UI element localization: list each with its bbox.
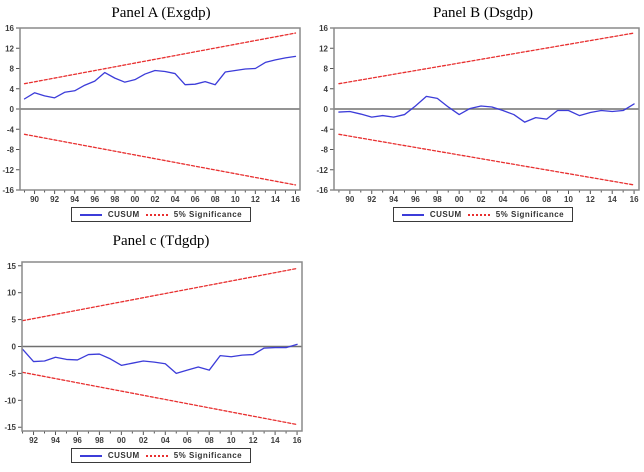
svg-text:-8: -8 xyxy=(321,146,329,155)
svg-text:96: 96 xyxy=(90,195,99,204)
panel-c-legend: CUSUM 5% Significance xyxy=(0,448,322,463)
svg-text:00: 00 xyxy=(117,436,126,445)
svg-text:96: 96 xyxy=(411,195,420,204)
svg-text:-12: -12 xyxy=(316,166,328,175)
svg-text:16: 16 xyxy=(291,195,300,204)
significance-legend-label: 5% Significance xyxy=(173,210,243,219)
cusum-line-icon xyxy=(401,213,424,216)
svg-text:-16: -16 xyxy=(316,186,328,195)
svg-text:4: 4 xyxy=(324,85,329,94)
svg-text:08: 08 xyxy=(211,195,220,204)
legend-box: CUSUM 5% Significance xyxy=(392,207,574,222)
cusum-legend-label: CUSUM xyxy=(107,451,140,460)
svg-text:92: 92 xyxy=(367,195,376,204)
cusum-line-icon xyxy=(79,213,102,216)
panel-a-exgdp: Panel A (Exgdp) 16 12 8 4 0 -4 -8 -12 -16 90 92 94 9… xyxy=(0,0,322,222)
significance-line-icon xyxy=(145,213,168,216)
svg-text:92: 92 xyxy=(29,436,38,445)
svg-text:08: 08 xyxy=(205,436,214,445)
svg-text:10: 10 xyxy=(231,195,240,204)
svg-text:12: 12 xyxy=(586,195,595,204)
svg-text:12: 12 xyxy=(249,436,258,445)
panel-b-dsgdp: Panel B (Dsgdp) 16 12 8 4 0 -4 -8 -12 -16 90 92 94 9… xyxy=(316,0,644,222)
panel-b-title: Panel B (Dsgdp) xyxy=(433,5,533,21)
svg-text:98: 98 xyxy=(95,436,104,445)
panel-c-tdgdp: Panel c (Tdgdp) 15 10 5 0 -5 -10 -15 92 94 96 98 00… xyxy=(0,228,322,463)
svg-text:-16: -16 xyxy=(2,186,14,195)
svg-text:15: 15 xyxy=(7,262,16,271)
panel-c-plot: 15 10 5 0 -5 -10 -15 92 94 96 98 00 02 04 06 08 10 12 14 16 xyxy=(4,261,303,445)
svg-text:10: 10 xyxy=(564,195,573,204)
svg-text:06: 06 xyxy=(520,195,529,204)
svg-text:-4: -4 xyxy=(321,125,329,134)
svg-text:04: 04 xyxy=(171,195,180,204)
svg-text:-15: -15 xyxy=(4,423,16,432)
svg-text:02: 02 xyxy=(477,195,486,204)
svg-text:-5: -5 xyxy=(9,369,17,378)
significance-legend-label: 5% Significance xyxy=(495,210,565,219)
svg-text:94: 94 xyxy=(389,195,398,204)
svg-text:14: 14 xyxy=(271,436,280,445)
svg-text:16: 16 xyxy=(5,24,14,33)
svg-text:06: 06 xyxy=(191,195,200,204)
svg-text:0: 0 xyxy=(324,105,329,114)
legend-box: CUSUM 5% Significance xyxy=(70,207,252,222)
panel-b-legend: CUSUM 5% Significance xyxy=(322,207,644,222)
cusum-legend-label: CUSUM xyxy=(107,210,140,219)
svg-text:12: 12 xyxy=(5,44,14,53)
svg-text:-8: -8 xyxy=(7,146,15,155)
svg-text:00: 00 xyxy=(455,195,464,204)
cusum-legend-label: CUSUM xyxy=(429,210,462,219)
svg-text:4: 4 xyxy=(10,85,15,94)
panel-a-title: Panel A (Exgdp) xyxy=(111,5,211,21)
svg-text:92: 92 xyxy=(50,195,59,204)
significance-line-icon xyxy=(467,213,490,216)
svg-text:-12: -12 xyxy=(2,166,14,175)
panel-a-plot: 16 12 8 4 0 -4 -8 -12 -16 90 92 94 96 98 00 02 04 06 08 10 1… xyxy=(2,24,301,204)
svg-text:16: 16 xyxy=(630,195,639,204)
svg-text:10: 10 xyxy=(7,289,16,298)
svg-text:90: 90 xyxy=(345,195,354,204)
svg-text:00: 00 xyxy=(130,195,139,204)
svg-text:12: 12 xyxy=(251,195,260,204)
svg-text:94: 94 xyxy=(70,195,79,204)
svg-text:96: 96 xyxy=(73,436,82,445)
svg-text:12: 12 xyxy=(319,44,328,53)
panel-a-legend: CUSUM 5% Significance xyxy=(0,207,322,222)
svg-text:8: 8 xyxy=(324,65,329,74)
svg-text:0: 0 xyxy=(10,105,15,114)
svg-text:0: 0 xyxy=(12,343,17,352)
svg-text:04: 04 xyxy=(498,195,507,204)
svg-text:-10: -10 xyxy=(4,396,16,405)
svg-text:02: 02 xyxy=(151,195,160,204)
legend-box: CUSUM 5% Significance xyxy=(70,448,252,463)
svg-text:16: 16 xyxy=(319,24,328,33)
panel-b-plot: 16 12 8 4 0 -4 -8 -12 -16 90 92 94 96 98 00 02 04 06 08 10 1… xyxy=(316,24,640,204)
svg-text:98: 98 xyxy=(110,195,119,204)
svg-text:02: 02 xyxy=(139,436,148,445)
svg-text:08: 08 xyxy=(542,195,551,204)
svg-text:94: 94 xyxy=(51,436,60,445)
svg-text:8: 8 xyxy=(10,65,15,74)
svg-text:-4: -4 xyxy=(7,125,15,134)
svg-text:14: 14 xyxy=(608,195,617,204)
svg-text:10: 10 xyxy=(227,436,236,445)
svg-text:98: 98 xyxy=(433,195,442,204)
svg-text:90: 90 xyxy=(30,195,39,204)
svg-text:14: 14 xyxy=(271,195,280,204)
svg-text:5: 5 xyxy=(12,316,17,325)
panel-c-title: Panel c (Tdgdp) xyxy=(112,233,210,249)
svg-text:06: 06 xyxy=(183,436,192,445)
svg-text:04: 04 xyxy=(161,436,170,445)
significance-legend-label: 5% Significance xyxy=(173,451,243,460)
significance-line-icon xyxy=(145,454,168,457)
cusum-line-icon xyxy=(79,454,102,457)
svg-text:16: 16 xyxy=(293,436,302,445)
